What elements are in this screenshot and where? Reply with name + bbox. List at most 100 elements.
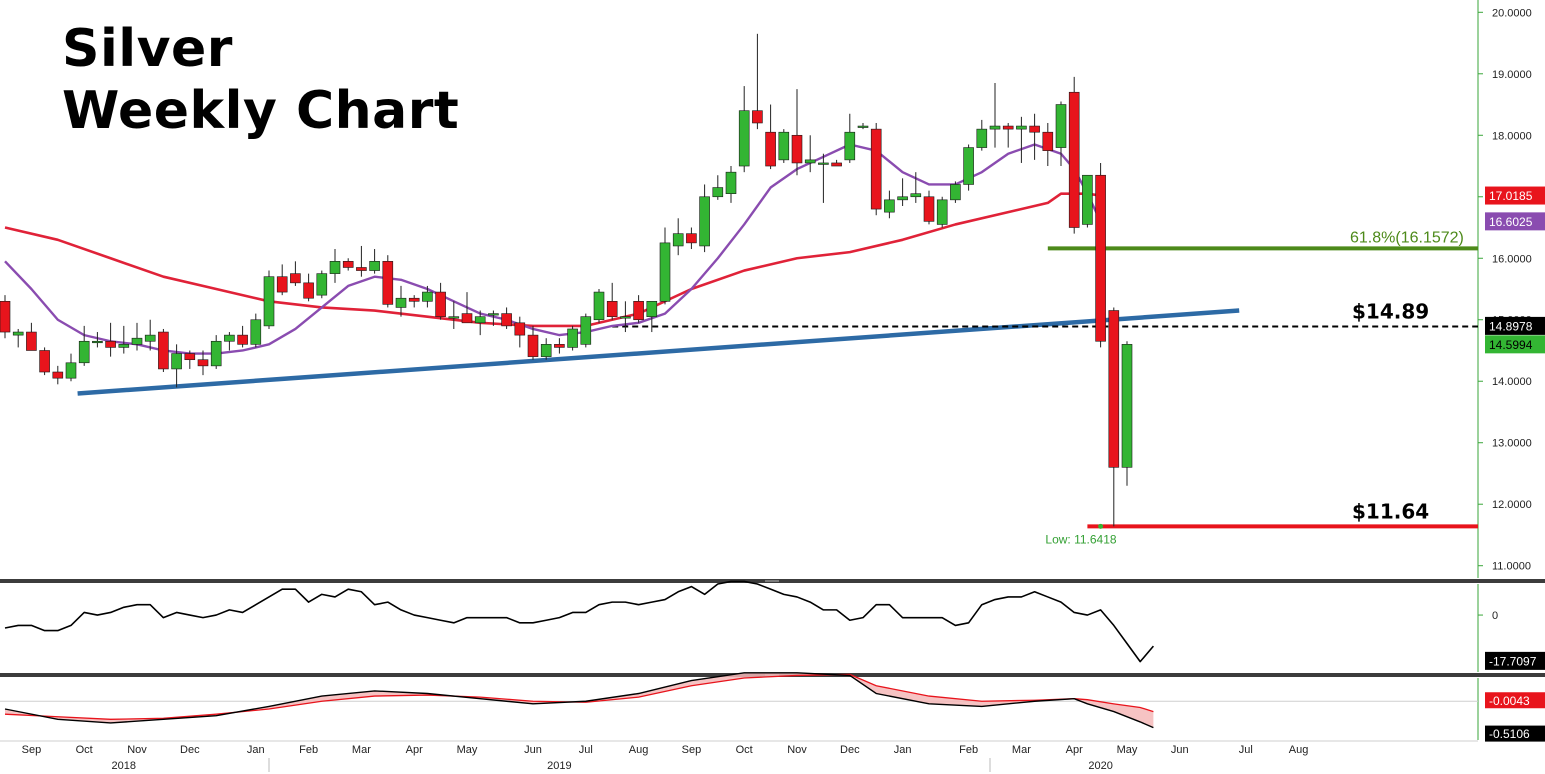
- price-tag-box: [1485, 335, 1545, 354]
- candle-body: [593, 291, 605, 321]
- candle: [857, 122, 869, 130]
- candle: [567, 325, 578, 351]
- candle-body: [488, 313, 499, 316]
- price-tag-text: 14.8978: [1489, 319, 1533, 333]
- candle: [989, 83, 1001, 148]
- candle: [646, 300, 658, 333]
- candle-body: [144, 334, 156, 342]
- candle-body: [712, 187, 724, 198]
- candle: [171, 344, 182, 388]
- candle-body: [1002, 125, 1014, 130]
- candle-body: [422, 291, 433, 302]
- candle: [1095, 162, 1106, 348]
- candle-body: [844, 131, 856, 161]
- candle: [870, 122, 882, 216]
- price-axis-label: 12.0000: [1492, 499, 1532, 511]
- candle-body: [408, 297, 420, 302]
- candle: [659, 227, 671, 305]
- candle-body: [910, 193, 922, 198]
- year-tick-label: 2020: [1088, 760, 1112, 772]
- price-axis-label: 19.0000: [1492, 69, 1532, 81]
- candle-body: [1029, 125, 1040, 133]
- candle: [197, 350, 209, 376]
- candle: [1121, 341, 1133, 486]
- candle: [1029, 113, 1040, 160]
- candle: [897, 178, 908, 206]
- price-axis-label: 14.0000: [1492, 376, 1532, 388]
- candle: [950, 181, 961, 203]
- candle-body: [633, 300, 644, 321]
- candle: [276, 264, 288, 296]
- candle: [1068, 76, 1080, 234]
- candle: [923, 190, 935, 225]
- price-axis-label: 16.0000: [1492, 253, 1532, 265]
- candle-body: [65, 362, 77, 379]
- candle: [752, 33, 763, 130]
- macd-signal-line: [4, 673, 1154, 720]
- macd-tag-box: [1485, 692, 1545, 709]
- candle-body: [131, 337, 143, 345]
- candle: [606, 282, 618, 320]
- moving-average-fast: [4, 143, 1102, 355]
- candle: [699, 184, 710, 253]
- candle: [474, 310, 486, 336]
- candle-body: [395, 297, 407, 308]
- candle-body: [52, 371, 64, 379]
- moving-average-slow: [4, 192, 1101, 328]
- candle: [501, 307, 512, 329]
- candle-body: [26, 331, 37, 351]
- candle: [26, 322, 37, 351]
- candle-body: [765, 131, 776, 167]
- candle-body: [461, 313, 473, 324]
- candle: [554, 338, 565, 354]
- candle: [804, 135, 816, 173]
- candle-body: [699, 196, 710, 247]
- candle-body: [1095, 174, 1106, 342]
- chart-title-line2: Weekly Chart: [62, 81, 460, 141]
- oscillator-line: [4, 580, 1155, 663]
- month-tick-label: Dec: [180, 744, 200, 756]
- candle-body: [210, 340, 222, 367]
- candle: [1042, 122, 1054, 167]
- month-tick-label: Jan: [894, 744, 912, 756]
- candle: [39, 347, 50, 376]
- candle-body: [514, 322, 526, 336]
- candle: [620, 301, 631, 333]
- candle-body: [791, 134, 803, 164]
- candle: [633, 295, 644, 323]
- candle-body: [435, 291, 446, 317]
- month-tick-label: Sep: [22, 744, 42, 756]
- candle: [1002, 122, 1014, 148]
- candle: [382, 255, 394, 308]
- candle: [12, 328, 24, 348]
- rising-trendline: [77, 308, 1240, 396]
- candle-body: [831, 162, 842, 167]
- candle-body: [659, 242, 671, 302]
- candle: [831, 159, 842, 167]
- month-tick-label: Oct: [76, 744, 93, 756]
- price-axis-label: 13.0000: [1492, 438, 1532, 450]
- candle: [224, 332, 235, 351]
- candle: [342, 258, 354, 271]
- candle-body: [501, 313, 512, 327]
- resistance-price-label: $14.89: [1352, 300, 1429, 324]
- candle-body: [1042, 131, 1054, 151]
- candle-body: [620, 316, 631, 319]
- candle: [884, 190, 895, 219]
- month-tick-label: Apr: [406, 744, 423, 756]
- candle-body: [118, 344, 130, 348]
- candle: [303, 273, 314, 302]
- candle: [316, 270, 328, 299]
- fibonacci-label: 61.8%(16.1572): [1350, 229, 1464, 246]
- candle-body: [1068, 91, 1080, 228]
- oscillator-zero-label: 0: [1492, 610, 1498, 622]
- month-tick-label: Mar: [352, 744, 371, 756]
- candle-body: [725, 171, 737, 194]
- candle: [936, 196, 948, 228]
- year-tick-label: 2019: [547, 760, 571, 772]
- candle: [435, 282, 446, 320]
- candle-body: [329, 261, 341, 274]
- low-value-label: Low: 11.6418: [1045, 532, 1116, 546]
